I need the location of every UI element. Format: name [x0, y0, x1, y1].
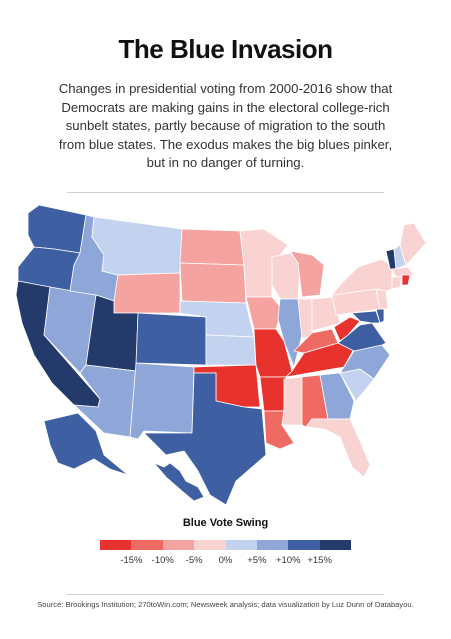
state-ga: [319, 372, 355, 420]
state-fl: [305, 418, 371, 478]
state-co: [135, 312, 207, 366]
top-divider: [67, 192, 384, 193]
legend-swatch: [256, 540, 289, 550]
state-wa: [27, 205, 87, 254]
state-ak: [43, 412, 129, 476]
state-mi: [289, 250, 325, 298]
legend-swatch: [131, 540, 163, 550]
state-ct: [391, 276, 403, 290]
state-ar: [259, 376, 287, 412]
page-title: The Blue Invasion: [118, 34, 334, 64]
state-nd: [179, 228, 245, 266]
legend-label: 0%: [218, 555, 233, 566]
state-sd: [179, 262, 247, 304]
state-ms: [281, 376, 303, 426]
state-ma: [391, 266, 415, 278]
legend-labels: -15% -10% -5% 0% +5% +10% +15%: [100, 555, 351, 569]
state-ny: [331, 258, 393, 296]
legend-color-scale: [100, 540, 351, 550]
state-ri: [401, 274, 411, 286]
state-md: [351, 310, 381, 324]
legend-swatch: [225, 540, 257, 550]
state-mt: [91, 216, 183, 276]
legend-swatch: [100, 540, 132, 550]
state-nm: [129, 362, 195, 440]
state-tx: [143, 372, 267, 505]
bottom-divider: [67, 594, 384, 595]
state-me: [399, 222, 427, 266]
state-ia: [245, 296, 283, 330]
legend-label: +5%: [247, 555, 267, 566]
state-wy: [113, 272, 181, 314]
us-map: [15, 205, 427, 505]
legend-label: -15%: [120, 555, 143, 566]
legend-swatch: [194, 540, 226, 550]
state-hi: [153, 462, 205, 502]
legend-label: -5%: [185, 555, 203, 566]
page-subtitle: Changes in presidential voting from 2000…: [58, 81, 393, 170]
state-ks: [205, 334, 257, 366]
source-credit: Source: Brookings Institution; 270toWin.…: [37, 600, 414, 609]
legend-title: Blue Vote Swing: [182, 517, 269, 529]
state-va: [337, 322, 387, 352]
legend-label: +15%: [307, 555, 332, 566]
legend-label: -10%: [151, 555, 174, 566]
legend-swatch: [288, 540, 320, 550]
state-wv: [333, 316, 361, 342]
legend-swatch: [319, 540, 351, 550]
state-ky: [293, 328, 339, 354]
legend-label: +10%: [275, 555, 301, 566]
legend-swatch: [162, 540, 195, 550]
